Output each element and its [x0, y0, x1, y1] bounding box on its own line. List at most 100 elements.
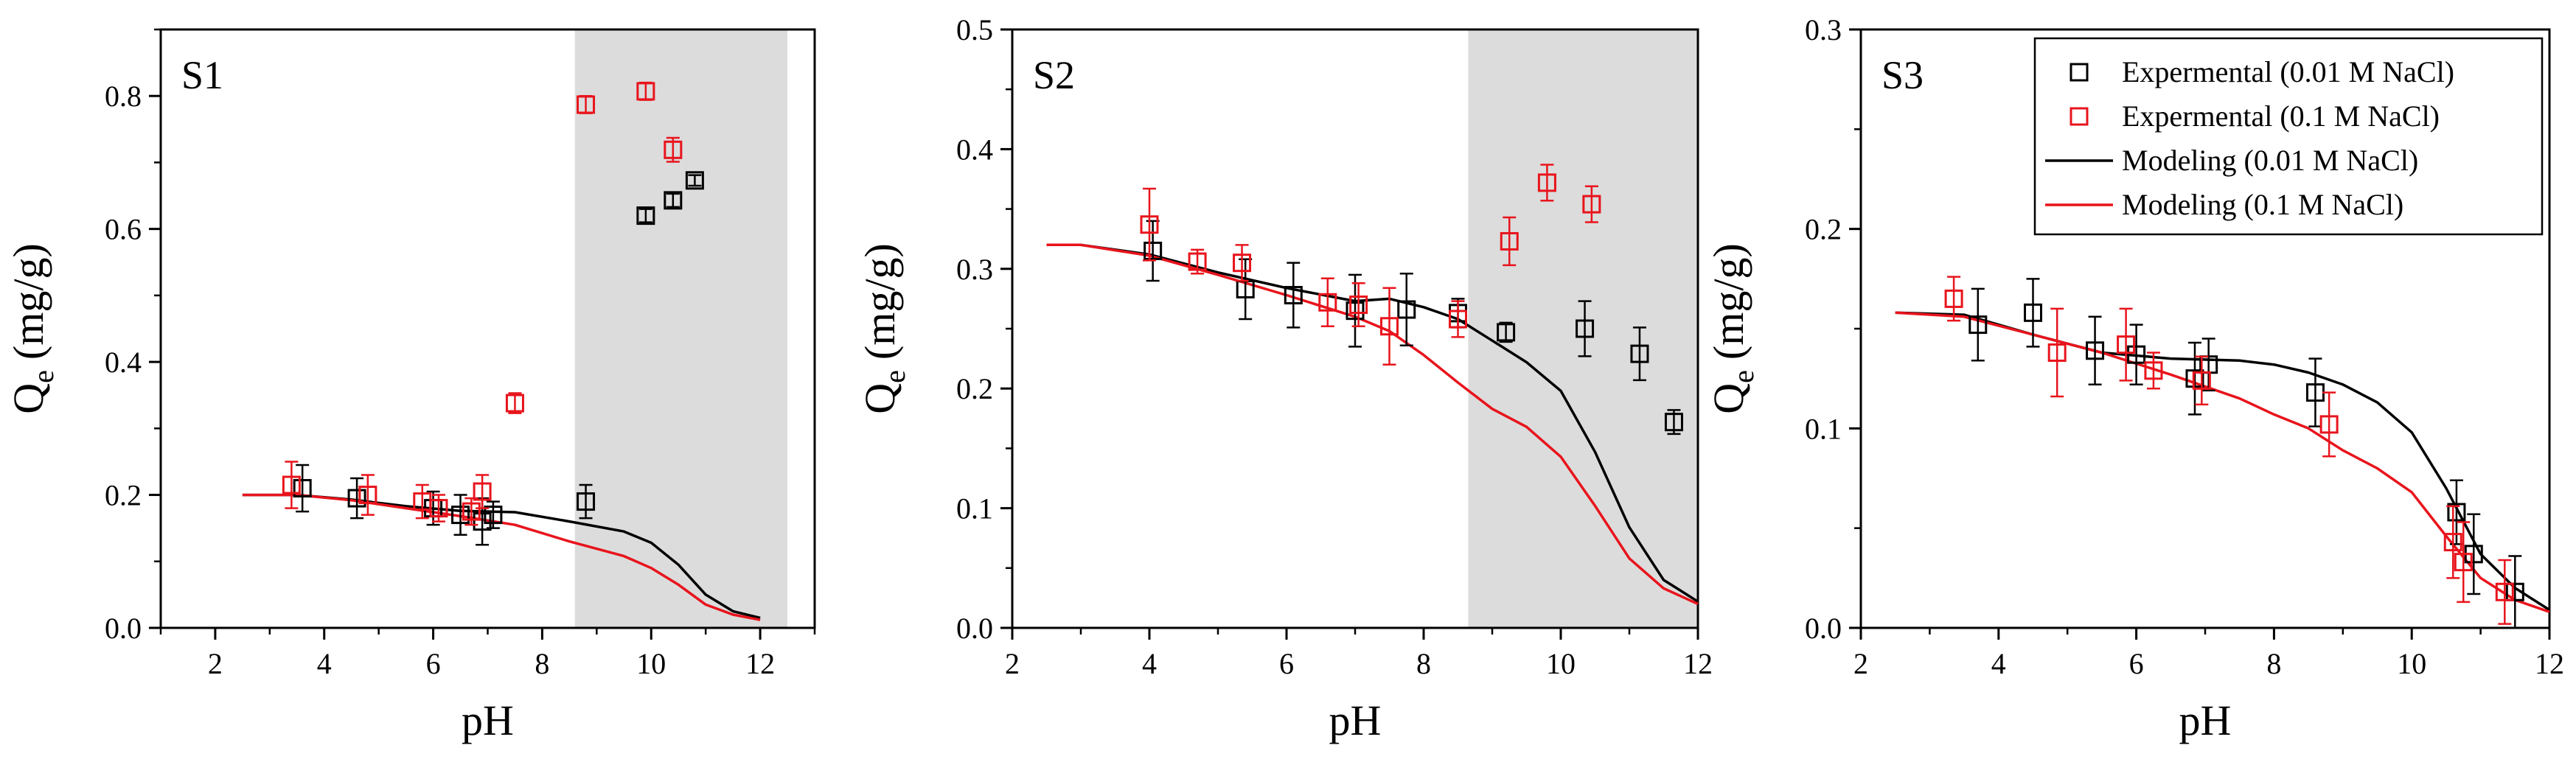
- panel-label: S1: [181, 53, 223, 97]
- data-point: [451, 506, 470, 525]
- data-point: [2117, 335, 2136, 354]
- data-point: [1140, 215, 1159, 234]
- x-tick-label: 8: [1416, 647, 1431, 680]
- y-axis-title-unit: (mg/g): [1705, 243, 1752, 360]
- data-point: [685, 171, 704, 190]
- data-point: [1944, 289, 1963, 308]
- data-point: [1284, 286, 1303, 305]
- y-tick-label: 0.2: [105, 479, 142, 512]
- x-axis-title: pH: [462, 696, 514, 744]
- data-point: [2185, 369, 2204, 388]
- y-tick-label: 0.3: [1805, 13, 1842, 46]
- panel-label: S3: [1881, 53, 1924, 97]
- data-point: [1968, 315, 1988, 335]
- data-point: [1143, 241, 1163, 260]
- data-point: [2192, 371, 2211, 390]
- data-point: [293, 479, 312, 498]
- x-tick-label: 2: [1005, 647, 1020, 680]
- data-point: [664, 191, 683, 210]
- y-tick-label: 0.2: [1805, 213, 1842, 246]
- data-point: [2495, 582, 2514, 601]
- data-point: [429, 499, 448, 518]
- x-tick-label: 10: [636, 647, 666, 680]
- data-point: [2144, 361, 2163, 380]
- series-line-4: [1895, 311, 2550, 613]
- shaded-region: [574, 29, 788, 628]
- x-tick-label: 8: [535, 647, 549, 680]
- y-tick-label: 0.4: [956, 133, 993, 166]
- y-axis-title-unit: (mg/g): [856, 243, 904, 360]
- y-tick-label: 0.5: [956, 13, 993, 46]
- chart-panel-1: 2 4 6 8 10 12 0.0 0.2 0.4 0.6 0.8 pH Qe (mg/g) S1: [4, 28, 816, 744]
- data-point: [1630, 344, 1649, 363]
- y-tick-label: 0.3: [956, 253, 993, 286]
- x-tick-label: 2: [1853, 647, 1868, 680]
- series-line-4: [242, 493, 761, 621]
- data-point: [1233, 254, 1252, 273]
- series-line-4: [1046, 243, 1699, 606]
- data-point: [347, 489, 366, 508]
- x-tick-label: 8: [2266, 647, 2281, 680]
- y-axis-title-main: Q: [4, 383, 52, 414]
- data-point: [2127, 345, 2146, 364]
- legend-label: Modeling (0.01 M NaCl): [2122, 144, 2418, 177]
- data-point: [577, 95, 596, 114]
- panel-label: S2: [1033, 53, 1075, 97]
- data-point: [2454, 553, 2473, 572]
- data-point: [1380, 317, 1399, 336]
- data-point: [2047, 343, 2067, 362]
- data-point: [636, 82, 655, 101]
- legend-marker: [2069, 63, 2089, 82]
- legend-marker: [2069, 107, 2089, 126]
- y-tick-label: 0.4: [105, 346, 142, 379]
- chart-panel-3: 2 4 6 8 10 12 0.0 0.1 0.2 0.3 pH Qe (mg/g) S3 Expermen…: [1705, 13, 2564, 744]
- data-point: [282, 475, 301, 494]
- y-tick-label: 0.8: [105, 80, 142, 113]
- y-axis-title: Qe (mg/g): [856, 243, 911, 414]
- x-tick-label: 6: [1279, 647, 1294, 680]
- y-axis-title-subscript: e: [27, 370, 60, 383]
- x-tick-label: 10: [1546, 647, 1576, 680]
- x-tick-label: 4: [317, 647, 332, 680]
- data-point: [577, 492, 596, 511]
- x-tick-label: 4: [1991, 647, 2006, 680]
- data-point: [1537, 173, 1556, 192]
- x-tick-label: 12: [2535, 647, 2564, 680]
- data-point: [1397, 300, 1416, 319]
- data-point: [462, 502, 481, 521]
- y-tick-label: 0.1: [956, 492, 993, 525]
- data-point: [473, 482, 492, 501]
- legend-label: Modeling (0.1 M NaCl): [2122, 188, 2403, 221]
- x-tick-label: 10: [2397, 647, 2426, 680]
- x-tick-label: 4: [1142, 647, 1157, 680]
- y-tick-label: 0.0: [1805, 612, 1842, 645]
- y-axis-title: Qe (mg/g): [4, 243, 60, 414]
- legend-label: Expermental (0.01 M NaCl): [2122, 55, 2454, 88]
- y-tick-label: 0.6: [105, 213, 142, 246]
- data-point: [1582, 195, 1601, 214]
- x-tick-label: 12: [745, 647, 775, 680]
- legend-label: Expermental (0.1 M NaCl): [2122, 99, 2440, 133]
- y-tick-label: 0.0: [956, 612, 993, 645]
- y-axis-title-unit: (mg/g): [4, 243, 52, 360]
- y-axis-title-subscript: e: [1727, 370, 1760, 383]
- series-line-3: [1046, 243, 1699, 603]
- data-point: [1349, 296, 1368, 315]
- data-point: [505, 394, 524, 413]
- data-point: [1664, 413, 1683, 432]
- data-point: [2447, 503, 2466, 522]
- legend-box: [2033, 37, 2544, 236]
- y-tick-label: 0.1: [1805, 412, 1842, 445]
- data-point: [2443, 533, 2462, 552]
- shaded-region: [1468, 29, 1698, 628]
- x-axis-title: pH: [2179, 696, 2232, 744]
- y-axis-title-main: Q: [1705, 383, 1752, 414]
- legend: Expermental (0.01 M NaCl) Expermental (0.…: [2033, 37, 2544, 236]
- data-point: [2319, 415, 2339, 434]
- data-point: [2505, 582, 2524, 601]
- data-point: [484, 506, 503, 525]
- data-point: [1346, 301, 1365, 321]
- y-tick-label: 0.0: [105, 612, 142, 645]
- data-point: [1188, 252, 1207, 271]
